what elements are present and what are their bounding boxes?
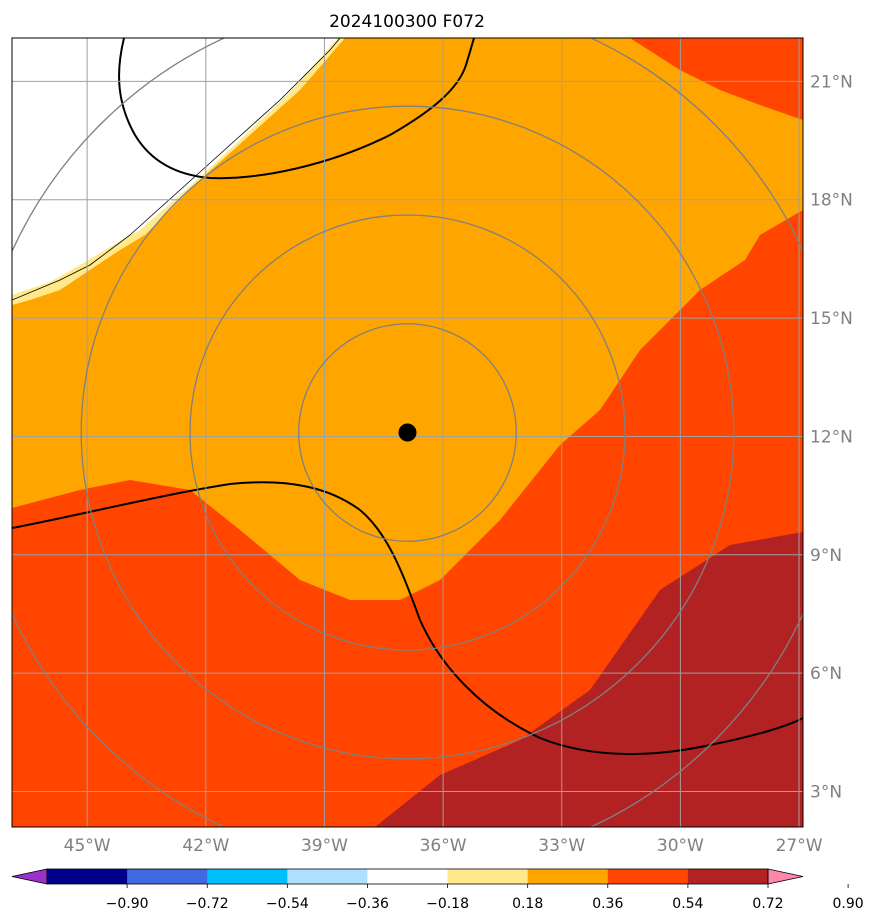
y-tick-label: 3°N: [810, 782, 842, 802]
x-tick-label: 42°W: [182, 836, 229, 856]
colorbar: −0.90 −0.72 −0.54 −0.36 −0.18 0.18 0.36 0.54 0.7…: [11, 868, 864, 912]
colorbar-segment: [527, 869, 609, 884]
contour-line-top: [118, 38, 475, 180]
x-tick-label: 45°W: [64, 836, 111, 856]
colorbar-segment: [287, 869, 368, 884]
colorbar-segment: [367, 869, 449, 884]
contour-line-bottom: [12, 481, 803, 755]
map-frame: [11, 37, 804, 828]
colorbar-label: 0.54: [672, 896, 703, 912]
colorbar-segment: [207, 869, 288, 884]
x-tick-label: 30°W: [657, 836, 704, 856]
colorbar-segment: [47, 869, 128, 884]
y-tick-label: 15°N: [810, 309, 853, 329]
y-tick-labels: 21°N 18°N 15°N 12°N 9°N 6°N 3°N: [810, 72, 853, 802]
x-tick-labels: 45°W 42°W 39°W 36°W 33°W 30°W 27°W: [64, 836, 823, 856]
region-orange-red-top: [630, 38, 803, 120]
colorbar-label: 0.18: [512, 896, 543, 912]
region-dark-red: [375, 532, 803, 827]
colorbar-label: −0.90: [106, 896, 149, 912]
colorbar-label: 0.72: [752, 896, 783, 912]
region-white: [12, 38, 338, 295]
colorbar-label: 0.90: [833, 896, 864, 912]
range-ring: [80, 105, 735, 760]
storm-center-marker: [398, 423, 417, 442]
range-ring: [189, 214, 626, 651]
colorbar-segment: [607, 869, 689, 884]
coastline: [12, 38, 341, 301]
y-tick-label: 6°N: [810, 664, 842, 684]
colorbar-segment: [447, 869, 529, 884]
map-area: [12, 38, 803, 827]
colorbar-label: −0.72: [186, 896, 229, 912]
colorbar-label: −0.54: [266, 896, 309, 912]
colorbar-segment: [127, 869, 208, 884]
colorbar-segment: [687, 869, 769, 884]
x-tick-label: 39°W: [301, 836, 348, 856]
y-tick-label: 21°N: [810, 72, 853, 92]
x-tick-label: 33°W: [538, 836, 585, 856]
range-ring: [298, 323, 517, 542]
range-rings: [12, 38, 803, 827]
colorbar-frame: [46, 868, 769, 885]
x-tick-label: 36°W: [420, 836, 467, 856]
chart-title: 2024100300 F072: [329, 12, 485, 32]
y-tick-label: 12°N: [810, 427, 853, 447]
y-tick-label: 18°N: [810, 191, 853, 211]
colorbar-extend-high: [767, 868, 804, 885]
lat-lon-grid: [12, 38, 803, 827]
colorbar-label: −0.36: [346, 896, 389, 912]
colorbar-label: −0.18: [426, 896, 469, 912]
y-tick-label: 9°N: [810, 546, 842, 566]
colorbar-extend-low: [11, 868, 48, 885]
x-tick-label: 27°W: [776, 836, 823, 856]
colorbar-label: 0.36: [592, 896, 623, 912]
